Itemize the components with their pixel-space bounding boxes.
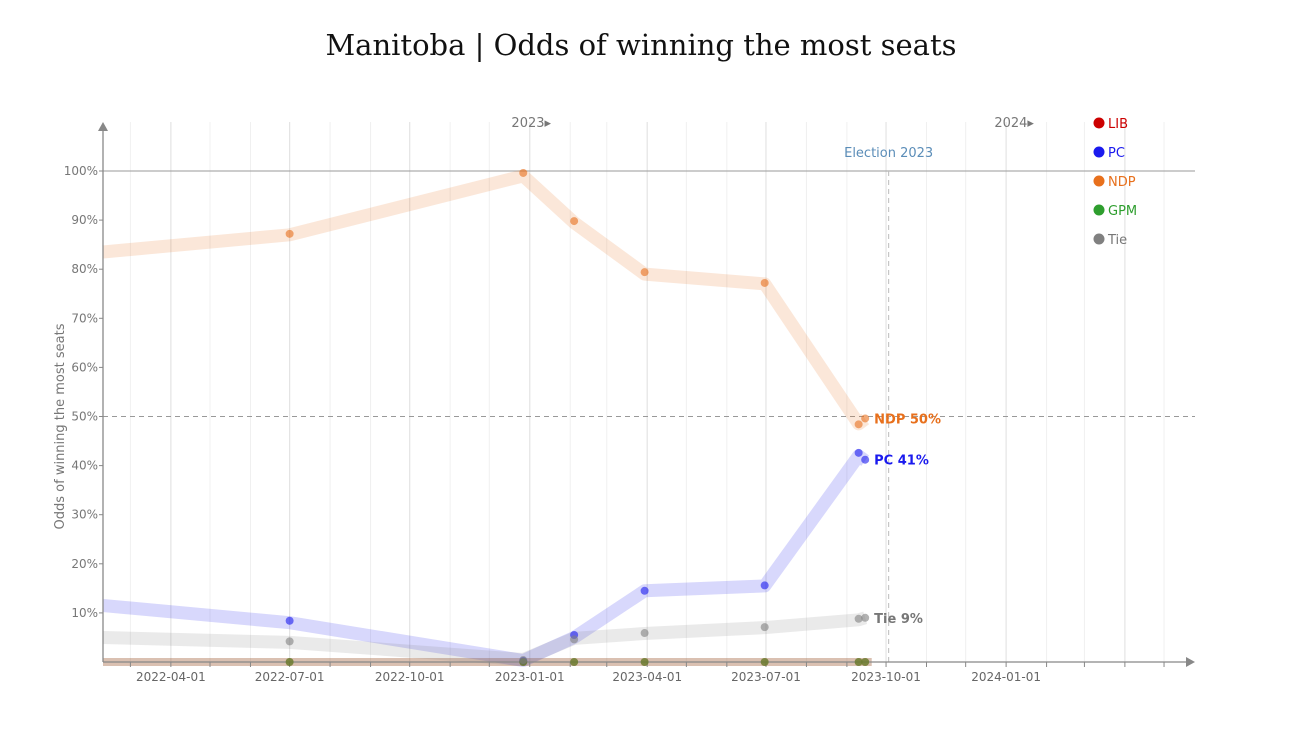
legend-swatch-ndp: [1093, 175, 1105, 187]
y-tick-label: 90%: [71, 213, 98, 227]
y-tick-label: 30%: [71, 508, 98, 522]
point-ndp: [570, 217, 579, 226]
end-label-pc: PC 41%: [874, 454, 929, 469]
y-axis-arrow: [98, 122, 108, 131]
legend-swatch-gpm: [1093, 204, 1105, 216]
point-gpm: [640, 658, 649, 666]
y-tick-label: 40%: [71, 459, 98, 473]
y-tick-label: 50%: [71, 410, 98, 424]
x-tick-label: 2023-04-01: [612, 670, 682, 684]
point-tie: [861, 613, 870, 622]
legend-label-ndp: NDP: [1108, 175, 1136, 190]
point-ndp: [519, 168, 528, 177]
point-pc: [861, 455, 870, 464]
point-ndp: [640, 268, 649, 277]
point-gpm: [285, 658, 294, 666]
legend-swatch-lib: [1093, 117, 1105, 129]
legend-swatch-pc: [1093, 146, 1105, 158]
legend-label-gpm: GPM: [1108, 204, 1137, 219]
y-tick-label: 10%: [71, 606, 98, 620]
axes: 10% 20% 30% 40% 50% 60% 70% 80% 90% 100% 2022-04-0…: [53, 122, 1195, 684]
point-ndp: [854, 420, 863, 429]
trend-ndp: [102, 169, 870, 431]
x-tick-label: 2023-01-01: [495, 670, 565, 684]
legend-label-tie: Tie: [1107, 233, 1127, 248]
x-tick-label: 2023-07-01: [731, 670, 801, 684]
x-tick-label: 2022-07-01: [255, 670, 325, 684]
point-tie: [570, 635, 579, 644]
point-pc: [640, 586, 649, 595]
legend-label-pc: PC: [1108, 146, 1125, 161]
point-ndp: [760, 278, 769, 287]
y-tick-label: 100%: [64, 164, 98, 178]
reference-lines: [103, 170, 1195, 662]
trend-tie: [102, 611, 868, 666]
chart-labels: Election 2023 2023▸ 2024▸ PC 41% NDP 50% Tie …: [511, 116, 1034, 627]
y-axis-title: Odds of winning the most seats: [53, 323, 68, 529]
point-tie: [854, 614, 863, 623]
point-gpm: [854, 658, 863, 666]
legend-swatch-tie: [1093, 233, 1105, 245]
year-marker: 2023▸: [511, 116, 551, 131]
year-marker: 2024▸: [994, 116, 1034, 131]
end-label-ndp: NDP 50%: [874, 412, 941, 427]
point-gpm: [861, 658, 870, 666]
chart-title: Manitoba | Odds of winning the most seat…: [325, 28, 957, 62]
point-tie: [640, 629, 649, 638]
trend-pc: [102, 449, 870, 667]
y-tick-label: 60%: [71, 360, 98, 374]
point-pc: [285, 616, 294, 625]
x-tick-label: 2022-04-01: [136, 670, 206, 684]
point-tie: [760, 623, 769, 632]
data-points: [285, 168, 870, 666]
trend-bands: [102, 169, 872, 667]
x-tick-label: 2024-01-01: [971, 670, 1041, 684]
x-tick-label: 2022-10-01: [375, 670, 445, 684]
point-ndp: [285, 229, 294, 238]
legend: LIB PC NDP GPM Tie: [1093, 117, 1137, 248]
point-tie: [519, 656, 528, 665]
point-tie: [285, 637, 294, 646]
point-pc: [760, 581, 769, 590]
point-pc: [854, 448, 863, 457]
point-gpm: [760, 658, 769, 666]
grid-lines: [129, 122, 1165, 662]
x-axis-arrow: [1186, 657, 1195, 667]
point-gpm: [570, 658, 579, 666]
y-tick-label: 70%: [71, 311, 98, 325]
y-tick-label: 80%: [71, 262, 98, 276]
y-tick-label: 20%: [71, 557, 98, 571]
end-label-tie: Tie 9%: [874, 612, 923, 627]
election-label: Election 2023: [844, 146, 933, 161]
x-tick-label: 2023-10-01: [851, 670, 921, 684]
legend-label-lib: LIB: [1108, 117, 1128, 132]
point-ndp: [861, 414, 870, 423]
